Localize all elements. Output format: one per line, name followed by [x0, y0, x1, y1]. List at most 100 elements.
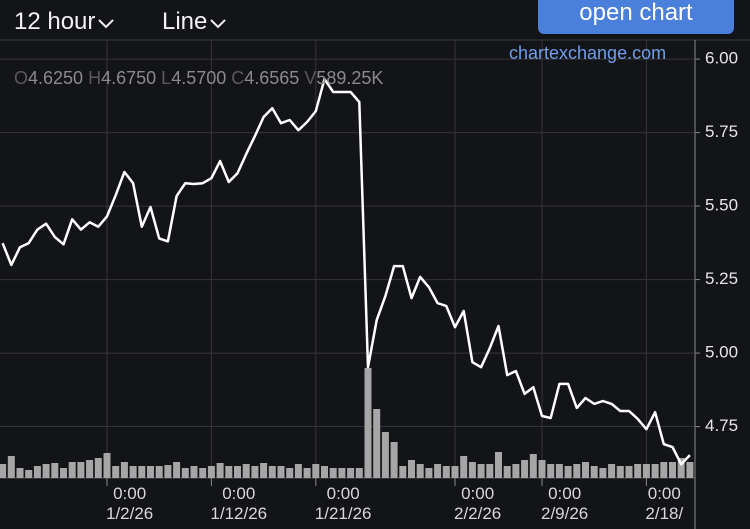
- interval: 12 hour: [14, 8, 96, 35]
- ohlc-value: 589.25K: [316, 68, 384, 88]
- volume-bar: [294, 464, 302, 478]
- volume-bar: [16, 468, 24, 478]
- volume-bar: [321, 466, 328, 478]
- volume-bar: [33, 466, 41, 478]
- volume-bar: [677, 458, 685, 478]
- volume-bar: [173, 462, 181, 478]
- ohlc-value: 4.6565: [244, 68, 300, 88]
- ohlc-key: C: [231, 68, 245, 88]
- volume-bar: [642, 464, 650, 478]
- volume-bar: [147, 466, 154, 478]
- volume-bar: [190, 466, 198, 478]
- volume-bar: [521, 460, 529, 478]
- volume-bar: [686, 462, 694, 478]
- volume-bar: [425, 468, 433, 478]
- volume-bar: [573, 464, 581, 478]
- volume-bar: [669, 462, 676, 478]
- volume-bar: [7, 456, 15, 478]
- volume-bar: [590, 466, 598, 478]
- volume-bar: [68, 462, 76, 478]
- interval-menu[interactable]: 12 hour: [14, 8, 115, 36]
- ohlc-key: L: [161, 68, 172, 88]
- volume-bar: [355, 468, 363, 478]
- x-tick-label: 0:00 1/21/26: [314, 484, 372, 523]
- ohlc-value: 4.5700: [171, 68, 227, 88]
- chart-style: Line: [162, 8, 208, 35]
- ohlc-key: H: [88, 68, 102, 88]
- volume-bar: [216, 463, 224, 478]
- price-line: [1, 77, 691, 466]
- volume-bar: [242, 464, 250, 478]
- y-tick-label: 6.00: [705, 49, 738, 68]
- volume-bar: [634, 464, 642, 478]
- volume-bar: [303, 468, 311, 478]
- volume-bar: [390, 442, 398, 478]
- volume-bar: [77, 462, 85, 478]
- volume-bar: [460, 456, 468, 478]
- y-tick-label: 5.50: [705, 196, 738, 215]
- volume-bar: [86, 460, 94, 478]
- volume-bar: [442, 466, 450, 478]
- volume-bar: [660, 462, 668, 478]
- volume-bar: [468, 462, 476, 478]
- volume-bar: [225, 466, 233, 478]
- x-tick-label: 0:00 2/18/: [645, 484, 684, 523]
- volume-bar: [286, 468, 294, 478]
- volume-bar: [486, 464, 494, 478]
- volume-bar: [399, 466, 407, 478]
- ohlc-key: V: [304, 68, 317, 88]
- x-tick-label: 0:00 1/2/26: [106, 484, 154, 523]
- volume-bar: [616, 466, 624, 478]
- volume-bar: [503, 466, 511, 478]
- volume-bar: [347, 468, 355, 478]
- volume-bar: [199, 468, 207, 478]
- volume-bar: [608, 464, 616, 478]
- volume-bar: [373, 409, 381, 478]
- volume-bar: [599, 468, 607, 478]
- volume-bar: [94, 458, 102, 478]
- watermark: chartexchange.com: [509, 43, 667, 63]
- volume-bar: [651, 464, 659, 478]
- volume-bar: [495, 452, 502, 478]
- volume-bar: [129, 466, 137, 478]
- style-menu[interactable]: Line: [162, 8, 227, 36]
- volume-bar: [164, 465, 172, 478]
- volume-bar: [25, 470, 33, 478]
- y-tick-label: 5.75: [705, 122, 738, 141]
- volume-bar: [416, 464, 424, 478]
- volume-bar: [51, 463, 59, 478]
- volume-bar: [251, 466, 259, 478]
- volume-bar: [60, 468, 67, 478]
- volume-bar: [555, 464, 563, 478]
- volume-bar: [329, 468, 337, 478]
- volume-bar: [625, 466, 633, 478]
- chevron: [98, 19, 115, 29]
- volume-bar: [120, 462, 128, 478]
- volume-bar: [112, 466, 120, 478]
- volume-bar: [451, 466, 459, 478]
- volume-bar: [408, 460, 415, 478]
- open-chart-button[interactable]: open chart: [538, 0, 734, 34]
- ohlc-legend: O4.6250 H4.6750 L4.5700 C4.6565 V589.25K: [14, 68, 383, 89]
- y-tick-label: 4.75: [705, 416, 738, 435]
- volume-bar: [564, 466, 572, 478]
- volume-bar: [260, 463, 268, 478]
- volume-bar: [277, 466, 285, 478]
- volume-bar: [312, 464, 320, 478]
- volume-bar: [477, 464, 485, 478]
- volume-bar: [155, 466, 163, 478]
- ohlc-key: O: [14, 68, 29, 88]
- volume-bar: [338, 468, 346, 478]
- volume-bar: [582, 462, 589, 478]
- y-tick-label: 5.25: [705, 269, 738, 288]
- volume-bar: [268, 466, 276, 478]
- volume-bar: [434, 464, 442, 478]
- volume-bar: [234, 466, 241, 478]
- volume-bar: [381, 432, 389, 478]
- volume-bar: [538, 460, 546, 478]
- x-tick-label: 0:00 2/9/26: [541, 484, 589, 523]
- volume-bar: [103, 453, 111, 478]
- ohlc-value: 4.6750: [101, 68, 157, 88]
